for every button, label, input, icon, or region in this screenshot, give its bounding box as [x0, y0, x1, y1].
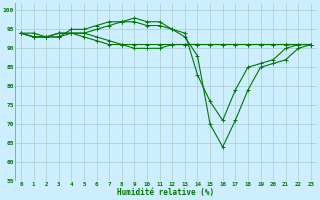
X-axis label: Humidité relative (%): Humidité relative (%): [117, 188, 214, 197]
